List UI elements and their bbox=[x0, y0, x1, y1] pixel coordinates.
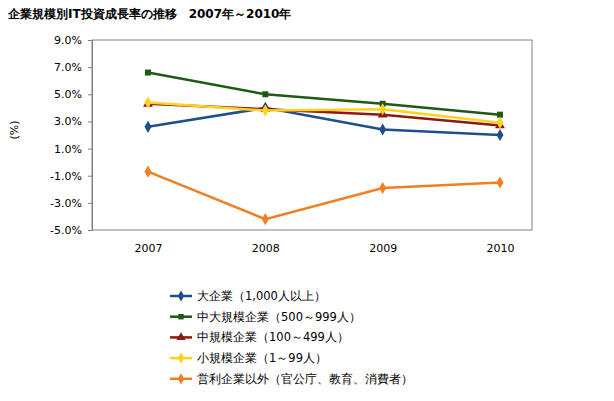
y-tick-mark bbox=[88, 94, 92, 95]
x-tick: 2008 bbox=[252, 230, 280, 255]
legend-item: 小規模企業（1～99人） bbox=[170, 351, 327, 365]
x-axis-line bbox=[149, 230, 501, 231]
y-tick-mark bbox=[88, 230, 92, 231]
plot-frame bbox=[92, 40, 532, 230]
series-marker bbox=[379, 124, 386, 136]
y-tick-label: 5.0% bbox=[54, 88, 82, 101]
chart: 企業規模別IT投資成長率の推移 2007年～2010年 -5.0% -3.0% -1.… bbox=[0, 0, 614, 401]
x-tick-label: 2007 bbox=[135, 242, 163, 255]
series-marker bbox=[379, 182, 386, 194]
series-marker bbox=[497, 129, 504, 141]
y-tick-mark bbox=[88, 40, 92, 41]
legend-marker bbox=[176, 332, 185, 340]
legend-marker bbox=[178, 353, 184, 364]
title: 企業規模別IT投資成長率の推移 2007年～2010年 bbox=[7, 7, 291, 21]
y-tick-label: -5.0% bbox=[50, 224, 82, 237]
legend-item: 中大規模企業（500～999人） bbox=[170, 310, 361, 324]
series-marker bbox=[145, 70, 151, 76]
legend: 大企業（1,000人以上） 中大規模企業（500～999人） 中規模企業（100～4… bbox=[170, 289, 413, 386]
y-axis-title: (%) bbox=[8, 120, 21, 139]
series-marker bbox=[379, 103, 386, 115]
legend-item: 営利企業以外（官公庁、教育、消費者） bbox=[170, 372, 413, 386]
series-marker bbox=[145, 166, 152, 178]
y-tick: 7.0% bbox=[54, 61, 92, 74]
legend-marker bbox=[178, 314, 183, 319]
series-marker bbox=[145, 96, 152, 108]
y-tick-label: 3.0% bbox=[54, 115, 82, 128]
x-tick-label: 2010 bbox=[487, 242, 515, 255]
x-tick: 2010 bbox=[487, 230, 515, 255]
legend-label: 大企業（1,000人以上） bbox=[197, 289, 326, 303]
y-tick: -1.0% bbox=[50, 170, 92, 183]
y-axis-line bbox=[92, 41, 93, 231]
y-tick: -5.0% bbox=[50, 224, 92, 237]
y-tick: -3.0% bbox=[50, 197, 92, 210]
legend-label: 小規模企業（1～99人） bbox=[197, 351, 327, 365]
x-tick-label: 2009 bbox=[369, 242, 397, 255]
y-tick-label: -3.0% bbox=[50, 197, 82, 210]
y-tick-mark bbox=[88, 176, 92, 177]
x-tick: 2007 bbox=[135, 230, 163, 255]
y-tick-label: 9.0% bbox=[54, 34, 82, 47]
series-line bbox=[148, 73, 500, 115]
y-tick: 3.0% bbox=[54, 115, 92, 128]
series-marker bbox=[497, 117, 504, 129]
y-tick-mark bbox=[88, 149, 92, 150]
y-tick: 5.0% bbox=[54, 88, 92, 101]
legend-marker bbox=[178, 290, 184, 301]
x-axis: 2007 2008 2009 2010 bbox=[135, 230, 515, 255]
y-tick-label: 7.0% bbox=[54, 61, 82, 74]
legend-item: 中規模企業（100～499人） bbox=[170, 330, 349, 344]
series-marker bbox=[262, 213, 269, 225]
series-marker bbox=[497, 176, 504, 188]
y-tick-mark bbox=[88, 121, 92, 122]
series-line bbox=[148, 172, 500, 220]
x-tick: 2009 bbox=[369, 230, 397, 255]
y-axis: -5.0% -3.0% -1.0% 1.0% 3.0% 5.0% 7.0% 9.0% bbox=[50, 34, 92, 237]
legend-label: 営利企業以外（官公庁、教育、消費者） bbox=[197, 372, 413, 386]
series-marker bbox=[262, 91, 268, 97]
series-marker bbox=[262, 105, 269, 117]
y-tick: 1.0% bbox=[54, 143, 92, 156]
y-tick-mark bbox=[88, 67, 92, 68]
y-tick-label: -1.0% bbox=[50, 170, 82, 183]
legend-label: 中大規模企業（500～999人） bbox=[197, 310, 361, 324]
legend-item: 大企業（1,000人以上） bbox=[170, 289, 326, 303]
y-tick-mark bbox=[88, 203, 92, 204]
legend-marker bbox=[178, 373, 184, 384]
series-marker bbox=[145, 121, 152, 133]
series-line bbox=[148, 102, 500, 122]
series-marker bbox=[497, 112, 503, 118]
y-tick: 9.0% bbox=[54, 34, 92, 47]
plot-area bbox=[143, 70, 505, 226]
y-tick-label: 1.0% bbox=[54, 143, 82, 156]
x-tick-label: 2008 bbox=[252, 242, 280, 255]
legend-label: 中規模企業（100～499人） bbox=[197, 330, 349, 344]
